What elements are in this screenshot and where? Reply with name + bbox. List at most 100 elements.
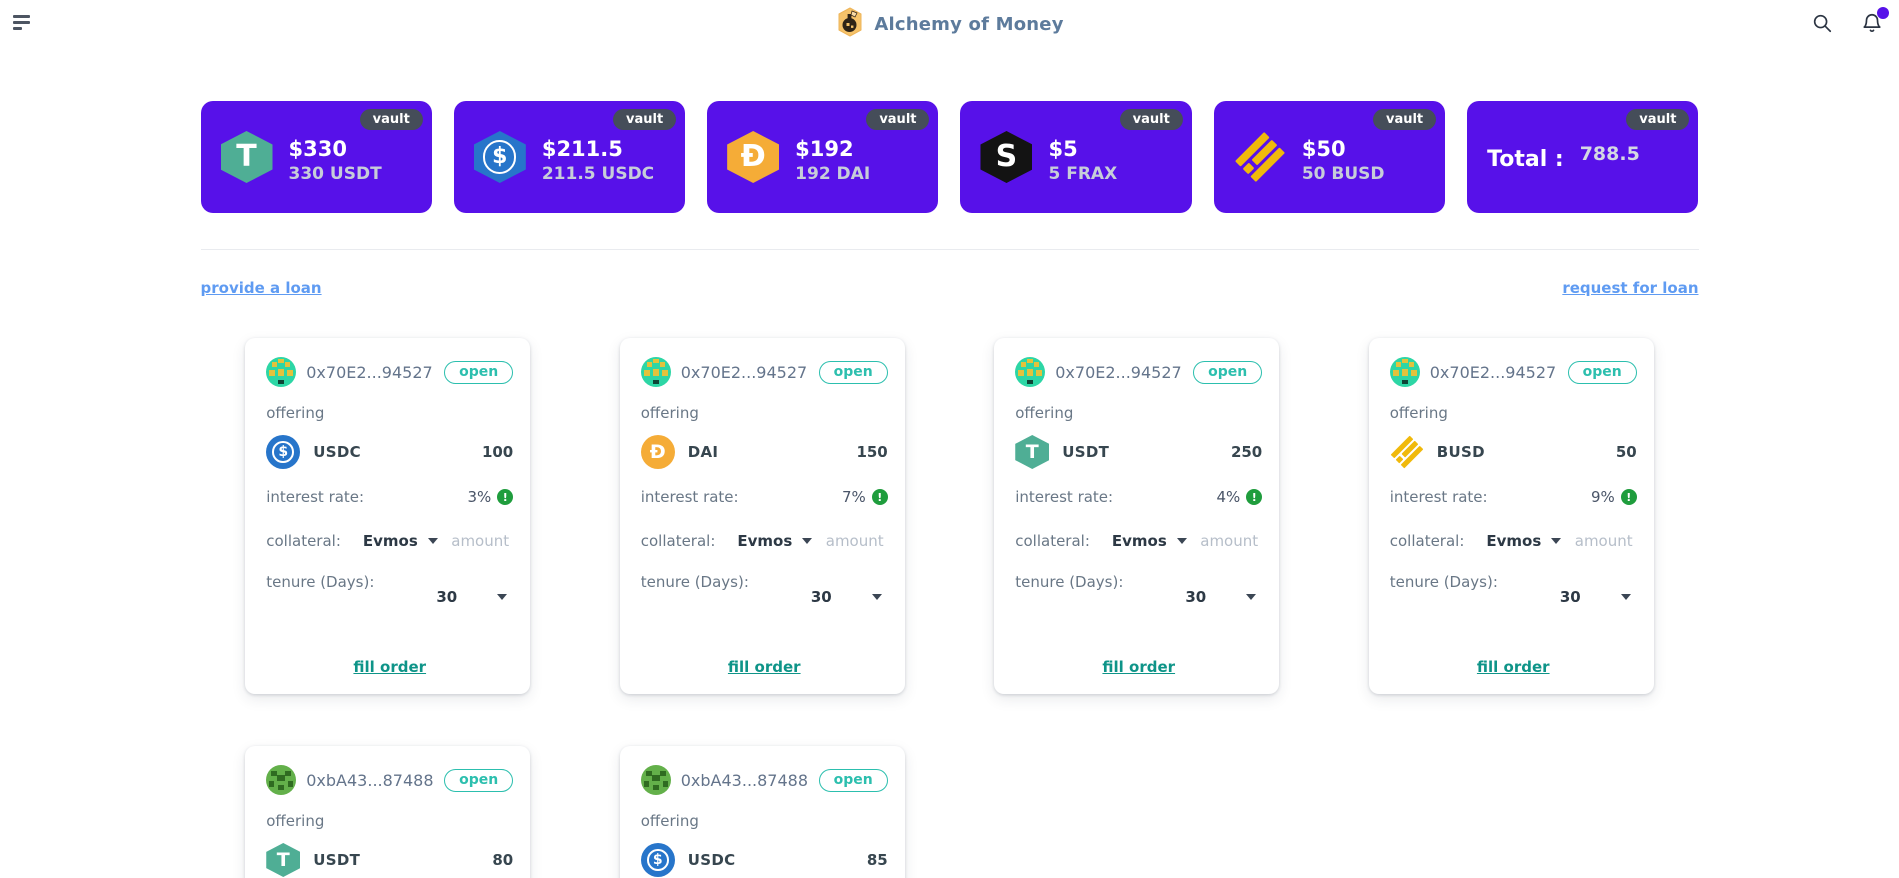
token-name: USDC [687, 851, 736, 869]
tenure-label: tenure (Days): [640, 573, 749, 591]
collateral-amount-input[interactable] [1574, 532, 1637, 550]
info-icon[interactable]: ! [871, 489, 888, 505]
user-avatar [640, 357, 671, 387]
user-avatar [1015, 357, 1046, 387]
vault-token-amount: 192 DAI [795, 164, 871, 185]
vault-card-usdc: vault $ $211.5 211.5 USDC [453, 101, 686, 213]
vault-card-busd: vault $50 50 BUSD [1213, 101, 1446, 213]
user-avatar [266, 357, 297, 387]
collateral-label: collateral: [1015, 532, 1090, 550]
search-icon[interactable] [1809, 10, 1835, 36]
vault-card-dai: vault Ð $192 192 DAI [707, 101, 939, 213]
offering-label: offering [1015, 404, 1074, 422]
user-avatar [640, 765, 671, 795]
loan-order-card: 0x70E2...94527 open offering Ð DAI 150 i… [619, 338, 905, 694]
vault-card-frax: vault S $5 5 FRAX [960, 101, 1192, 213]
tenure-select[interactable]: 30 [436, 588, 508, 606]
token-amount: 250 [1230, 443, 1263, 461]
fill-order-link[interactable]: fill order [727, 658, 801, 676]
dai-icon: Ð [640, 435, 675, 469]
caret-down-icon [802, 538, 813, 544]
status-badge-open: open [444, 360, 514, 384]
usdt-icon: T [1015, 435, 1050, 469]
vault-usd-value: $211.5 [541, 136, 623, 161]
status-badge-open: open [818, 360, 888, 384]
token-name: DAI [687, 443, 719, 461]
wallet-address: 0x70E2...94527 [680, 362, 808, 382]
fill-order-link[interactable]: fill order [1476, 658, 1550, 676]
interest-rate-value: 9% [1590, 488, 1615, 506]
loan-order-card: 0xbA43...87488 open offering $ USDC 85 [619, 746, 905, 878]
interest-rate-value: 3% [467, 488, 492, 506]
vault-token-amount: 330 USDT [288, 164, 382, 185]
vault-badge: vault [359, 109, 423, 130]
collateral-select[interactable]: Evmos [1486, 532, 1562, 550]
notification-bell-icon[interactable] [1859, 7, 1889, 36]
vault-cards-row: vault T $330 330 USDT vault $ $211.5 211… [200, 101, 1699, 213]
collateral-select[interactable]: Evmos [363, 532, 438, 550]
caret-down-icon [1246, 594, 1257, 600]
interest-rate-value: 7% [841, 488, 866, 506]
status-badge-open: open [1193, 360, 1263, 384]
loan-orders-grid: 0x70E2...94527 open offering $ USDC 100 … [201, 338, 1699, 878]
collateral-amount-input[interactable] [451, 532, 514, 550]
token-amount: 50 [1615, 443, 1637, 461]
token-name: USDT [1062, 443, 1110, 461]
token-amount: 80 [492, 851, 514, 869]
tenure-label: tenure (Days): [266, 573, 375, 591]
tenure-select[interactable]: 30 [1185, 588, 1257, 606]
caret-down-icon [427, 538, 438, 544]
vault-token-amount: 50 BUSD [1301, 164, 1385, 185]
usdc-icon: $ [266, 435, 301, 469]
collateral-select[interactable]: Evmos [737, 532, 813, 550]
token-name: USDC [313, 443, 361, 461]
busd-icon [1234, 131, 1286, 183]
caret-down-icon [1551, 538, 1562, 544]
usdt-icon: T [266, 843, 301, 877]
vault-usd-value: $330 [288, 136, 347, 161]
collateral-select[interactable]: Evmos [1112, 532, 1187, 550]
collateral-amount-input[interactable] [825, 532, 888, 550]
tenure-select[interactable]: 30 [811, 588, 882, 606]
fill-order-link[interactable]: fill order [1102, 658, 1176, 676]
wallet-address: 0x70E2...94527 [1429, 362, 1557, 382]
loan-order-card: 0x70E2...94527 open offering BUSD 50 int… [1368, 338, 1654, 694]
vault-token-amount: 5 FRAX [1048, 164, 1118, 185]
interest-rate-label: interest rate: [266, 488, 365, 506]
dai-icon: Ð [727, 131, 780, 183]
loan-order-card: 0xbA43...87488 open offering T USDT 80 [245, 746, 531, 878]
vault-usd-value: $192 [795, 136, 854, 161]
request-loan-link[interactable]: request for loan [1562, 279, 1699, 297]
offering-label: offering [266, 812, 325, 830]
collateral-amount-input[interactable] [1200, 532, 1263, 550]
notification-dot [1877, 7, 1889, 19]
offering-label: offering [266, 404, 325, 422]
caret-down-icon [1176, 538, 1187, 544]
status-badge-open: open [818, 768, 888, 792]
tenure-select[interactable]: 30 [1560, 588, 1631, 606]
hamburger-menu-icon[interactable] [13, 15, 30, 30]
interest-rate-value: 4% [1216, 488, 1241, 506]
wallet-address: 0xbA43...87488 [680, 770, 809, 790]
provide-loan-link[interactable]: provide a loan [200, 279, 322, 297]
busd-icon [1390, 435, 1424, 469]
tenure-label: tenure (Days): [1389, 573, 1498, 591]
vault-card-usdt: vault T $330 330 USDT [200, 101, 432, 213]
usdc-icon: $ [640, 843, 675, 877]
usdc-icon: $ [473, 131, 526, 183]
collateral-label: collateral: [266, 532, 341, 550]
vault-badge: vault [1119, 109, 1183, 130]
vault-badge: vault [612, 109, 677, 130]
potion-logo-icon [835, 7, 865, 41]
offering-label: offering [1389, 404, 1448, 422]
status-badge-open: open [444, 768, 514, 792]
info-icon[interactable]: ! [1246, 489, 1263, 505]
info-icon[interactable]: ! [497, 489, 514, 505]
brand: Alchemy of Money [835, 7, 1063, 41]
wallet-address: 0x70E2...94527 [1055, 362, 1182, 382]
user-avatar [1389, 357, 1420, 387]
info-icon[interactable]: ! [1620, 489, 1637, 505]
fill-order-link[interactable]: fill order [353, 658, 427, 676]
vault-usd-value: $50 [1301, 136, 1346, 161]
wallet-address: 0x70E2...94527 [306, 362, 433, 382]
